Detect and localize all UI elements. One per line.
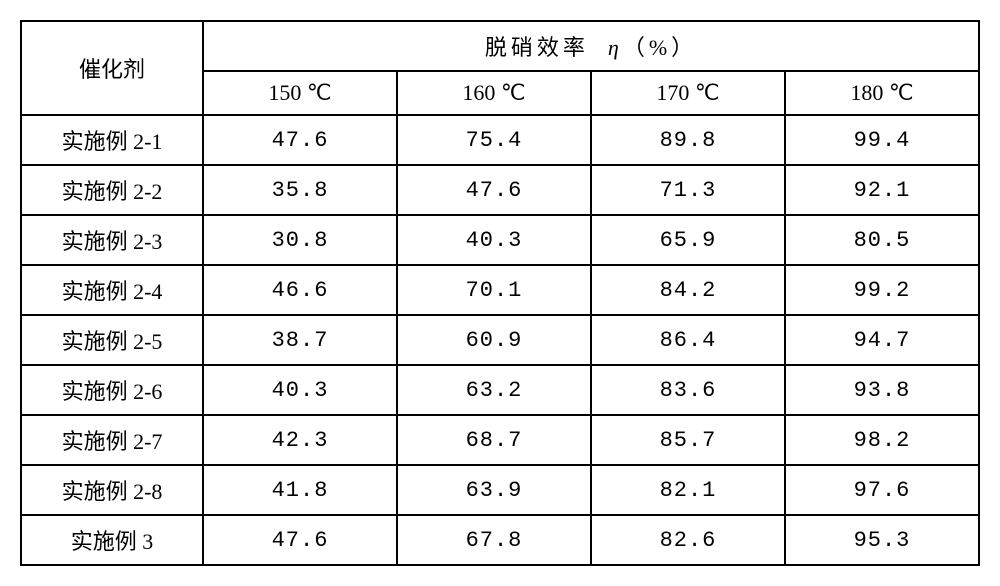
table-row: 实施例 2-7 42.3 68.7 85.7 98.2	[21, 415, 979, 465]
table-row: 实施例 2-1 47.6 75.4 89.8 99.4	[21, 115, 979, 165]
header-efficiency: 脱硝效率 η（%）	[203, 21, 979, 71]
row-value: 41.8	[203, 465, 397, 515]
row-label: 实施例 3	[21, 515, 203, 565]
row-value: 86.4	[591, 315, 785, 365]
row-label: 实施例 2-5	[21, 315, 203, 365]
efficiency-table-container: 催化剂 脱硝效率 η（%） 150 ℃ 160 ℃ 170 ℃ 180 ℃ 实施…	[20, 20, 980, 566]
row-value: 93.8	[785, 365, 979, 415]
row-label: 实施例 2-1	[21, 115, 203, 165]
header-temp-1: 160 ℃	[397, 71, 591, 115]
row-value: 70.1	[397, 265, 591, 315]
row-value: 47.6	[397, 165, 591, 215]
table-row: 实施例 2-6 40.3 63.2 83.6 93.8	[21, 365, 979, 415]
header-row-1: 催化剂 脱硝效率 η（%）	[21, 21, 979, 71]
header-catalyst: 催化剂	[21, 21, 203, 115]
efficiency-table: 催化剂 脱硝效率 η（%） 150 ℃ 160 ℃ 170 ℃ 180 ℃ 实施…	[20, 20, 980, 566]
row-label: 实施例 2-3	[21, 215, 203, 265]
row-value: 63.9	[397, 465, 591, 515]
row-value: 94.7	[785, 315, 979, 365]
efficiency-symbol: η	[608, 35, 623, 60]
row-value: 65.9	[591, 215, 785, 265]
row-value: 71.3	[591, 165, 785, 215]
row-value: 40.3	[397, 215, 591, 265]
row-value: 63.2	[397, 365, 591, 415]
row-value: 89.8	[591, 115, 785, 165]
table-row: 实施例 3 47.6 67.8 82.6 95.3	[21, 515, 979, 565]
row-value: 47.6	[203, 515, 397, 565]
row-label: 实施例 2-8	[21, 465, 203, 515]
row-value: 75.4	[397, 115, 591, 165]
row-value: 98.2	[785, 415, 979, 465]
row-value: 60.9	[397, 315, 591, 365]
row-value: 99.4	[785, 115, 979, 165]
row-value: 40.3	[203, 365, 397, 415]
row-value: 68.7	[397, 415, 591, 465]
row-label: 实施例 2-4	[21, 265, 203, 315]
row-value: 84.2	[591, 265, 785, 315]
row-value: 82.6	[591, 515, 785, 565]
row-value: 30.8	[203, 215, 397, 265]
table-row: 实施例 2-3 30.8 40.3 65.9 80.5	[21, 215, 979, 265]
row-label: 实施例 2-6	[21, 365, 203, 415]
row-value: 97.6	[785, 465, 979, 515]
row-value: 38.7	[203, 315, 397, 365]
row-value: 42.3	[203, 415, 397, 465]
row-value: 92.1	[785, 165, 979, 215]
table-row: 实施例 2-5 38.7 60.9 86.4 94.7	[21, 315, 979, 365]
table-row: 实施例 2-4 46.6 70.1 84.2 99.2	[21, 265, 979, 315]
row-value: 46.6	[203, 265, 397, 315]
header-temp-2: 170 ℃	[591, 71, 785, 115]
row-value: 67.8	[397, 515, 591, 565]
table-header: 催化剂 脱硝效率 η（%） 150 ℃ 160 ℃ 170 ℃ 180 ℃	[21, 21, 979, 115]
header-temp-3: 180 ℃	[785, 71, 979, 115]
row-value: 99.2	[785, 265, 979, 315]
row-value: 80.5	[785, 215, 979, 265]
row-value: 35.8	[203, 165, 397, 215]
table-row: 实施例 2-2 35.8 47.6 71.3 92.1	[21, 165, 979, 215]
row-label: 实施例 2-7	[21, 415, 203, 465]
row-value: 82.1	[591, 465, 785, 515]
row-label: 实施例 2-2	[21, 165, 203, 215]
efficiency-unit: （%）	[623, 35, 697, 60]
row-value: 95.3	[785, 515, 979, 565]
row-value: 83.6	[591, 365, 785, 415]
header-temp-0: 150 ℃	[203, 71, 397, 115]
row-value: 85.7	[591, 415, 785, 465]
row-value: 47.6	[203, 115, 397, 165]
efficiency-label-prefix: 脱硝效率	[485, 35, 589, 60]
table-row: 实施例 2-8 41.8 63.9 82.1 97.6	[21, 465, 979, 515]
table-body: 实施例 2-1 47.6 75.4 89.8 99.4 实施例 2-2 35.8…	[21, 115, 979, 565]
